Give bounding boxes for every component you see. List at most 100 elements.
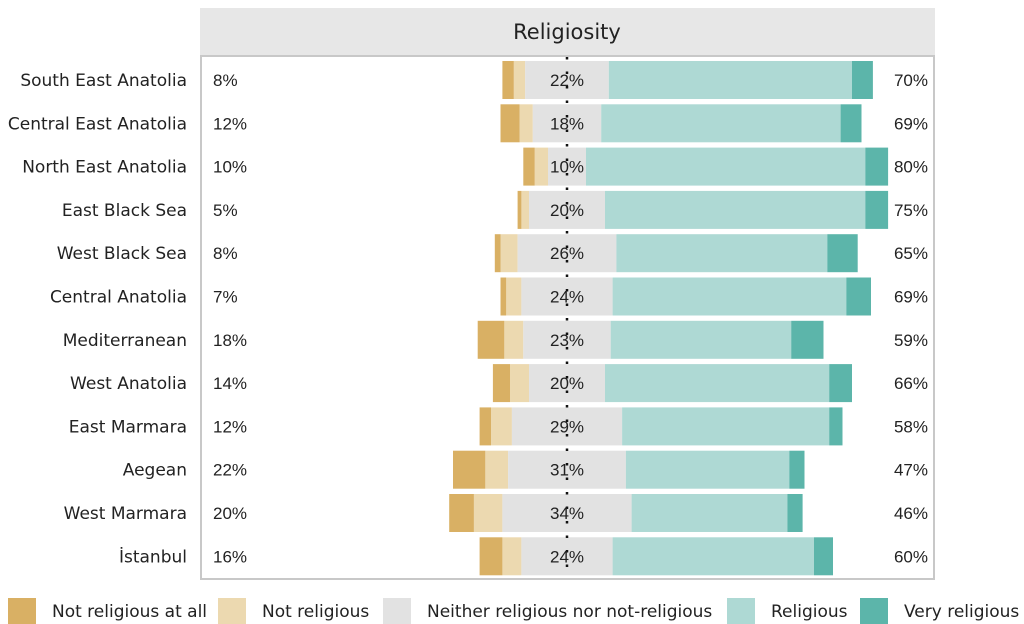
bar-very-religious-north-east-anatolia — [865, 147, 889, 186]
right-percent-label: 70% — [894, 71, 928, 90]
bar-religious-west-black-sea — [616, 234, 828, 273]
chart-title: Religiosity — [513, 20, 621, 44]
left-percent-label: 5% — [213, 201, 238, 220]
row-label: İstanbul — [119, 546, 187, 567]
bar-very-religious-south-east-anatolia — [852, 61, 873, 99]
bar-not-religious-i-stanbul — [502, 537, 522, 576]
right-percent-label: 60% — [894, 547, 928, 566]
bar-not-religious-at-all-i-stanbul — [479, 537, 503, 576]
row-label: West Anatolia — [70, 374, 187, 394]
bar-not-religious-at-all-west-black-sea — [494, 234, 501, 273]
legend-label-religious: Religious — [771, 602, 848, 622]
center-percent-label: 26% — [550, 244, 584, 263]
bar-religious-east-black-sea — [605, 190, 866, 229]
bar-religious-west-anatolia — [605, 364, 830, 403]
bar-neutral-central-anatolia — [521, 277, 613, 316]
legend-swatch-religious — [727, 598, 755, 624]
bar-not-religious-west-black-sea — [500, 234, 518, 273]
bar-neutral-aegean — [508, 450, 626, 489]
row-label: South East Anatolia — [20, 71, 187, 91]
bar-religious-east-marmara — [622, 407, 830, 446]
right-percent-label: 65% — [894, 244, 928, 263]
left-percent-label: 8% — [213, 71, 238, 90]
bar-neutral-north-east-anatolia — [548, 147, 586, 186]
bar-neutral-east-black-sea — [529, 190, 605, 229]
legend-swatch-not-religious — [218, 598, 246, 624]
left-percent-label: 22% — [213, 461, 247, 480]
right-percent-label: 69% — [894, 114, 928, 133]
bar-religious-aegean — [625, 450, 790, 489]
bar-not-religious-at-all-mediterranean — [477, 320, 505, 359]
right-percent-label: 58% — [894, 417, 928, 436]
bar-not-religious-at-all-west-anatolia — [492, 364, 510, 403]
center-percent-label: 29% — [550, 417, 584, 436]
bar-religious-north-east-anatolia — [586, 147, 866, 186]
left-percent-label: 7% — [213, 288, 238, 307]
bar-not-religious-at-all-west-marmara — [449, 494, 474, 532]
row-label: Central East Anatolia — [8, 114, 187, 134]
bar-not-religious-north-east-anatolia — [534, 147, 548, 186]
legend-swatch-neither-religious-nor-not-religious — [383, 598, 411, 624]
bars-layer — [449, 57, 889, 578]
panel-border — [200, 55, 935, 580]
left-percent-label: 12% — [213, 417, 247, 436]
left-percent-label: 8% — [213, 244, 238, 263]
bar-not-religious-south-east-anatolia — [513, 61, 526, 99]
bar-not-religious-east-marmara — [491, 407, 512, 446]
right-percent-label: 59% — [894, 331, 928, 350]
left-percent-label: 20% — [213, 504, 247, 523]
legend-label-neither-religious-nor-not-religious: Neither religious nor not-religious — [427, 602, 712, 622]
bar-very-religious-east-black-sea — [865, 190, 889, 229]
bar-religious-central-anatolia — [612, 277, 847, 316]
bar-not-religious-at-all-aegean — [453, 450, 486, 489]
left-percent-label: 14% — [213, 374, 247, 393]
right-percent-label: 46% — [894, 504, 928, 523]
center-percent-label: 24% — [550, 288, 584, 307]
bar-very-religious-east-marmara — [829, 407, 843, 446]
bar-religious-mediterranean — [610, 320, 792, 359]
legend-label-very-religious: Very religious — [904, 602, 1019, 622]
bar-religious-west-marmara — [631, 494, 788, 532]
left-percent-label: 18% — [213, 331, 247, 350]
center-percent-label: 24% — [550, 547, 584, 566]
bar-very-religious-central-anatolia — [846, 277, 871, 316]
bar-religious-i-stanbul — [612, 537, 814, 576]
labels-layer: South East Anatolia 8% 22% 70% Central East … — [8, 71, 928, 567]
left-percent-label: 16% — [213, 547, 247, 566]
bar-not-religious-east-black-sea — [521, 190, 529, 229]
bar-neutral-west-marmara — [502, 494, 632, 532]
row-label: Aegean — [123, 461, 187, 481]
bar-very-religious-mediterranean — [791, 320, 824, 359]
center-percent-label: 10% — [550, 158, 584, 177]
right-percent-label: 80% — [894, 158, 928, 177]
bar-not-religious-at-all-central-anatolia — [500, 277, 507, 316]
row-label: Central Anatolia — [50, 288, 187, 308]
right-percent-label: 66% — [894, 374, 928, 393]
left-percent-label: 12% — [213, 114, 247, 133]
center-percent-label: 20% — [550, 201, 584, 220]
row-label: West Marmara — [64, 504, 187, 524]
center-percent-label: 23% — [550, 331, 584, 350]
bar-neutral-east-marmara — [511, 407, 623, 446]
row-label: East Marmara — [69, 417, 187, 437]
right-percent-label: 47% — [894, 461, 928, 480]
bar-not-religious-at-all-east-marmara — [479, 407, 491, 446]
bar-neutral-central-east-anatolia — [532, 104, 602, 143]
right-percent-label: 69% — [894, 288, 928, 307]
left-percent-label: 10% — [213, 158, 247, 177]
center-percent-label: 31% — [550, 461, 584, 480]
bar-very-religious-central-east-anatolia — [840, 104, 862, 143]
bar-not-religious-central-east-anatolia — [519, 104, 533, 143]
legend-label-not-religious: Not religious — [262, 602, 369, 622]
bar-very-religious-west-anatolia — [829, 364, 852, 403]
bar-not-religious-aegean — [485, 450, 509, 489]
legend-swatch-very-religious — [860, 598, 888, 624]
bar-very-religious-west-marmara — [787, 494, 803, 532]
bar-not-religious-at-all-north-east-anatolia — [523, 147, 535, 186]
legend: Not religious at all Not religious Neither… — [8, 598, 1019, 624]
bar-not-religious-west-anatolia — [510, 364, 529, 403]
row-label: Mediterranean — [63, 331, 187, 351]
row-label: North East Anatolia — [22, 158, 187, 178]
center-percent-label: 20% — [550, 374, 584, 393]
